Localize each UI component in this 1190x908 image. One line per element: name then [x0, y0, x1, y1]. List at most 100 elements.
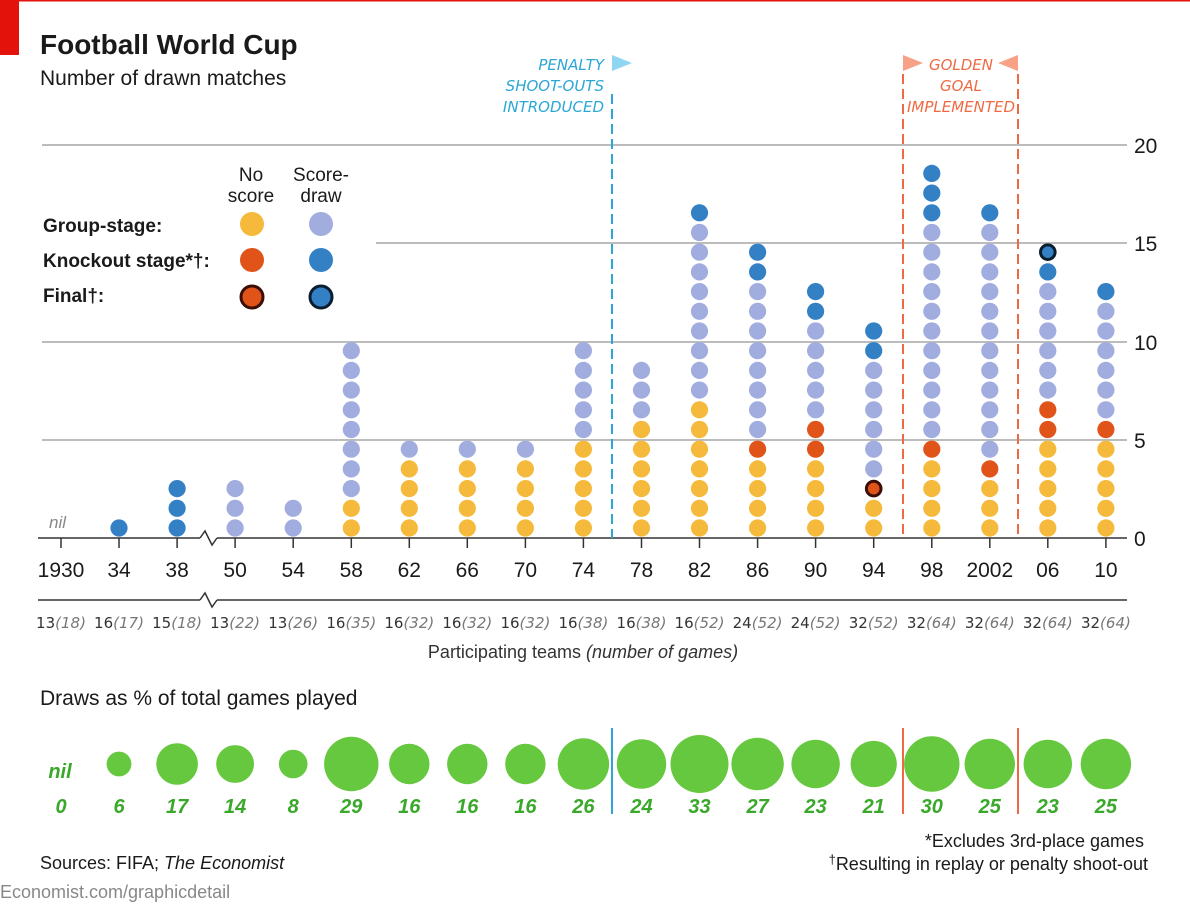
group-no-score-dot — [574, 460, 593, 478]
group-no-score-dot — [342, 499, 360, 517]
group-score-draw-dot — [1097, 401, 1115, 419]
golden-arrow-right-icon — [903, 55, 923, 71]
sources: Sources: FIFA; The Economist — [40, 853, 285, 873]
year-label: 78 — [630, 559, 653, 582]
teams-label: 16(32) — [384, 614, 434, 632]
y-tick-label-15: 15 — [1134, 233, 1157, 256]
group-score-draw-dot — [981, 302, 999, 320]
participating-title: Participating teams — [428, 642, 581, 662]
legend-score-draw-line1: Score- — [293, 165, 349, 186]
pct-value-label: 23 — [803, 796, 826, 818]
knockout-no-score-dot — [807, 440, 825, 458]
teams-count: 13 — [268, 614, 287, 632]
games-count: (64) — [1100, 614, 1131, 632]
year-label: 1930 — [38, 559, 85, 582]
teams-count: 32 — [1023, 614, 1042, 632]
teams-label: 32(64) — [965, 614, 1015, 632]
group-score-draw-dot — [632, 381, 651, 399]
group-score-draw-dot — [342, 401, 360, 419]
legend-score-draw-line2: draw — [300, 186, 341, 207]
group-no-score-dot — [807, 519, 825, 537]
group-no-score-dot — [632, 519, 651, 537]
year-label: 06 — [1036, 559, 1059, 582]
teams-label: 32(64) — [1023, 614, 1073, 632]
group-no-score-dot — [923, 519, 941, 537]
pct-bubble — [278, 749, 308, 779]
group-no-score-dot — [632, 499, 651, 517]
group-score-draw-dot — [690, 342, 709, 360]
group-score-draw-dot — [342, 460, 360, 478]
group-score-draw-dot — [749, 302, 767, 320]
legend-knockout-no-score-dot — [240, 248, 264, 272]
knockout-score-draw-dot — [865, 342, 883, 360]
group-no-score-dot — [342, 519, 360, 537]
teams-label: 16(38) — [558, 614, 608, 632]
group-no-score-dot — [632, 480, 651, 498]
games-count: (26) — [287, 614, 318, 632]
knockout-score-draw-dot — [923, 184, 941, 202]
games-count: (32) — [520, 614, 551, 632]
teams-count: 16 — [384, 614, 403, 632]
group-score-draw-dot — [1039, 302, 1057, 320]
group-no-score-dot — [923, 460, 941, 478]
pct-bubble — [731, 737, 784, 791]
group-no-score-dot — [749, 499, 767, 517]
teams-count: 16 — [617, 614, 636, 632]
knockout-score-draw-dot — [923, 204, 941, 222]
group-score-draw-dot — [749, 420, 767, 439]
group-score-draw-dot — [923, 401, 941, 419]
teams-count: 16 — [500, 614, 519, 632]
group-no-score-dot — [807, 460, 825, 478]
year-label: 58 — [340, 559, 363, 582]
group-score-draw-dot — [690, 322, 709, 340]
legend-no-score-line1: No — [239, 165, 263, 186]
group-no-score-dot — [749, 460, 767, 478]
teams-count: 32 — [1081, 614, 1100, 632]
y-tick-label-0: 0 — [1134, 528, 1146, 551]
legend-knockout-label: Knockout stage*†: — [43, 251, 210, 272]
group-score-draw-dot — [1039, 322, 1057, 340]
group-score-draw-dot — [400, 440, 418, 458]
group-score-draw-dot — [284, 519, 302, 537]
teams-count: 32 — [907, 614, 926, 632]
pct-value-label: 25 — [978, 796, 1002, 818]
footnote-dagger: † — [829, 852, 836, 867]
group-score-draw-dot — [226, 519, 244, 537]
pct-bubble — [904, 736, 960, 792]
group-no-score-dot — [1039, 440, 1057, 458]
group-no-score-dot — [516, 460, 535, 478]
teams-label: 13(22) — [210, 614, 260, 632]
group-score-draw-dot — [923, 302, 941, 320]
group-score-draw-dot — [749, 361, 767, 379]
year-label: 94 — [862, 559, 886, 582]
group-no-score-dot — [1097, 440, 1115, 458]
final-score-draw-dot — [1039, 243, 1057, 261]
group-no-score-dot — [923, 480, 941, 498]
bubble-chart-title: Draws as % of total games played — [40, 687, 357, 710]
sources-prefix: Sources: FIFA; — [40, 853, 164, 873]
group-score-draw-dot — [342, 381, 360, 399]
group-no-score-dot — [400, 460, 418, 478]
group-score-draw-dot — [342, 440, 360, 458]
group-no-score-dot — [1039, 480, 1057, 498]
group-score-draw-dot — [865, 381, 883, 399]
pct-bubble — [557, 738, 610, 790]
group-score-draw-dot — [807, 361, 825, 379]
games-count: (18) — [171, 614, 202, 632]
teams-label: 32(52) — [849, 614, 899, 632]
group-score-draw-dot — [807, 401, 825, 419]
group-no-score-dot — [400, 499, 418, 517]
group-score-draw-dot — [574, 381, 593, 399]
year-label: 34 — [107, 559, 131, 582]
group-score-draw-dot — [865, 440, 883, 458]
pct-bubble — [964, 738, 1015, 790]
knockout-score-draw-dot — [981, 204, 999, 222]
pct-value-label: 14 — [224, 796, 246, 818]
pct-value-label: 30 — [921, 796, 943, 818]
group-score-draw-dot — [865, 460, 883, 478]
year-label: 10 — [1094, 559, 1117, 582]
group-score-draw-dot — [1039, 381, 1057, 399]
group-score-draw-dot — [923, 342, 941, 360]
bubble-nil-label: nil — [48, 761, 72, 783]
